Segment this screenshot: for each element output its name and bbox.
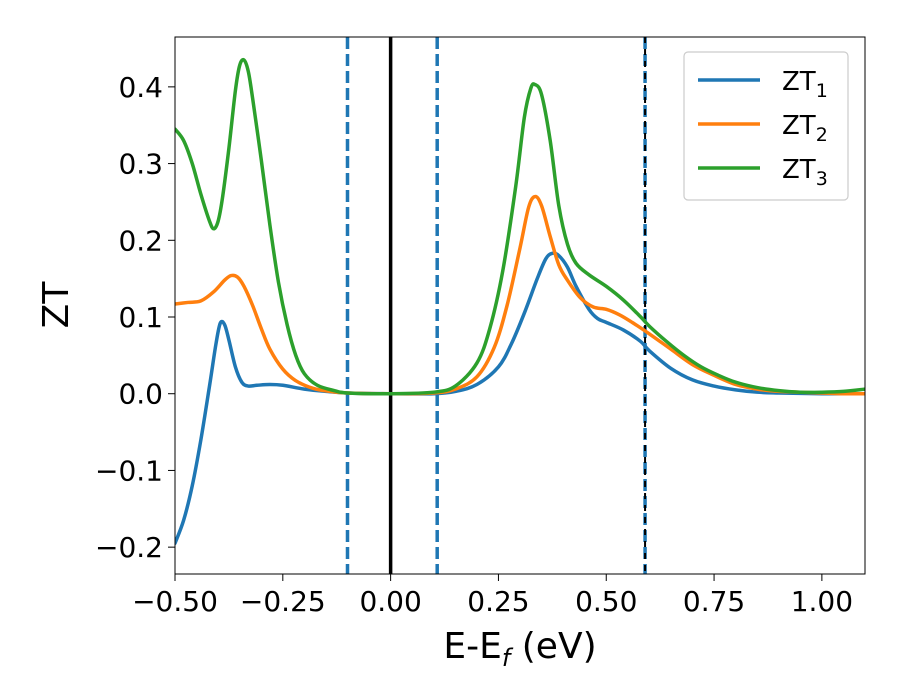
series-lines <box>175 57 865 546</box>
x-axis-ticks: −0.50 −0.25 0.00 0.25 0.50 0.75 1.00 <box>132 574 853 618</box>
y-axis-label: ZT <box>36 281 77 329</box>
x-tick-label: −0.25 <box>240 585 326 618</box>
y-tick-label: 0.4 <box>118 71 163 104</box>
vertical-reference-lines <box>345 37 647 574</box>
x-tick-label: 1.00 <box>791 585 853 618</box>
y-tick-label: −0.2 <box>95 531 163 564</box>
y-tick-label: 0.0 <box>118 378 163 411</box>
x-tick-label: 0.25 <box>467 585 529 618</box>
legend-label-zt3: ZT3 <box>782 155 828 190</box>
x-axis-label: E-Ef (eV) <box>443 626 596 672</box>
legend: ZT1 ZT2 ZT3 <box>683 51 849 201</box>
y-tick-label: 0.2 <box>118 224 163 257</box>
x-tick-label: −0.50 <box>132 585 218 618</box>
legend-box <box>683 51 849 201</box>
y-tick-label: 0.3 <box>118 148 163 181</box>
y-tick-label: −0.1 <box>95 454 163 487</box>
x-tick-label: 0.75 <box>683 585 745 618</box>
x-tick-label: 0.00 <box>359 585 421 618</box>
x-tick-label: 0.50 <box>575 585 637 618</box>
series-line-zt2 <box>175 194 865 396</box>
legend-label-zt2: ZT2 <box>782 111 828 146</box>
series-line-zt1 <box>175 251 865 546</box>
y-axis-ticks: −0.2 −0.1 0.0 0.1 0.2 0.3 0.4 <box>95 71 175 564</box>
legend-label-zt1: ZT1 <box>782 67 828 102</box>
plot-frame <box>174 36 866 575</box>
series-line-zt3 <box>175 57 865 396</box>
y-tick-label: 0.1 <box>118 301 163 334</box>
